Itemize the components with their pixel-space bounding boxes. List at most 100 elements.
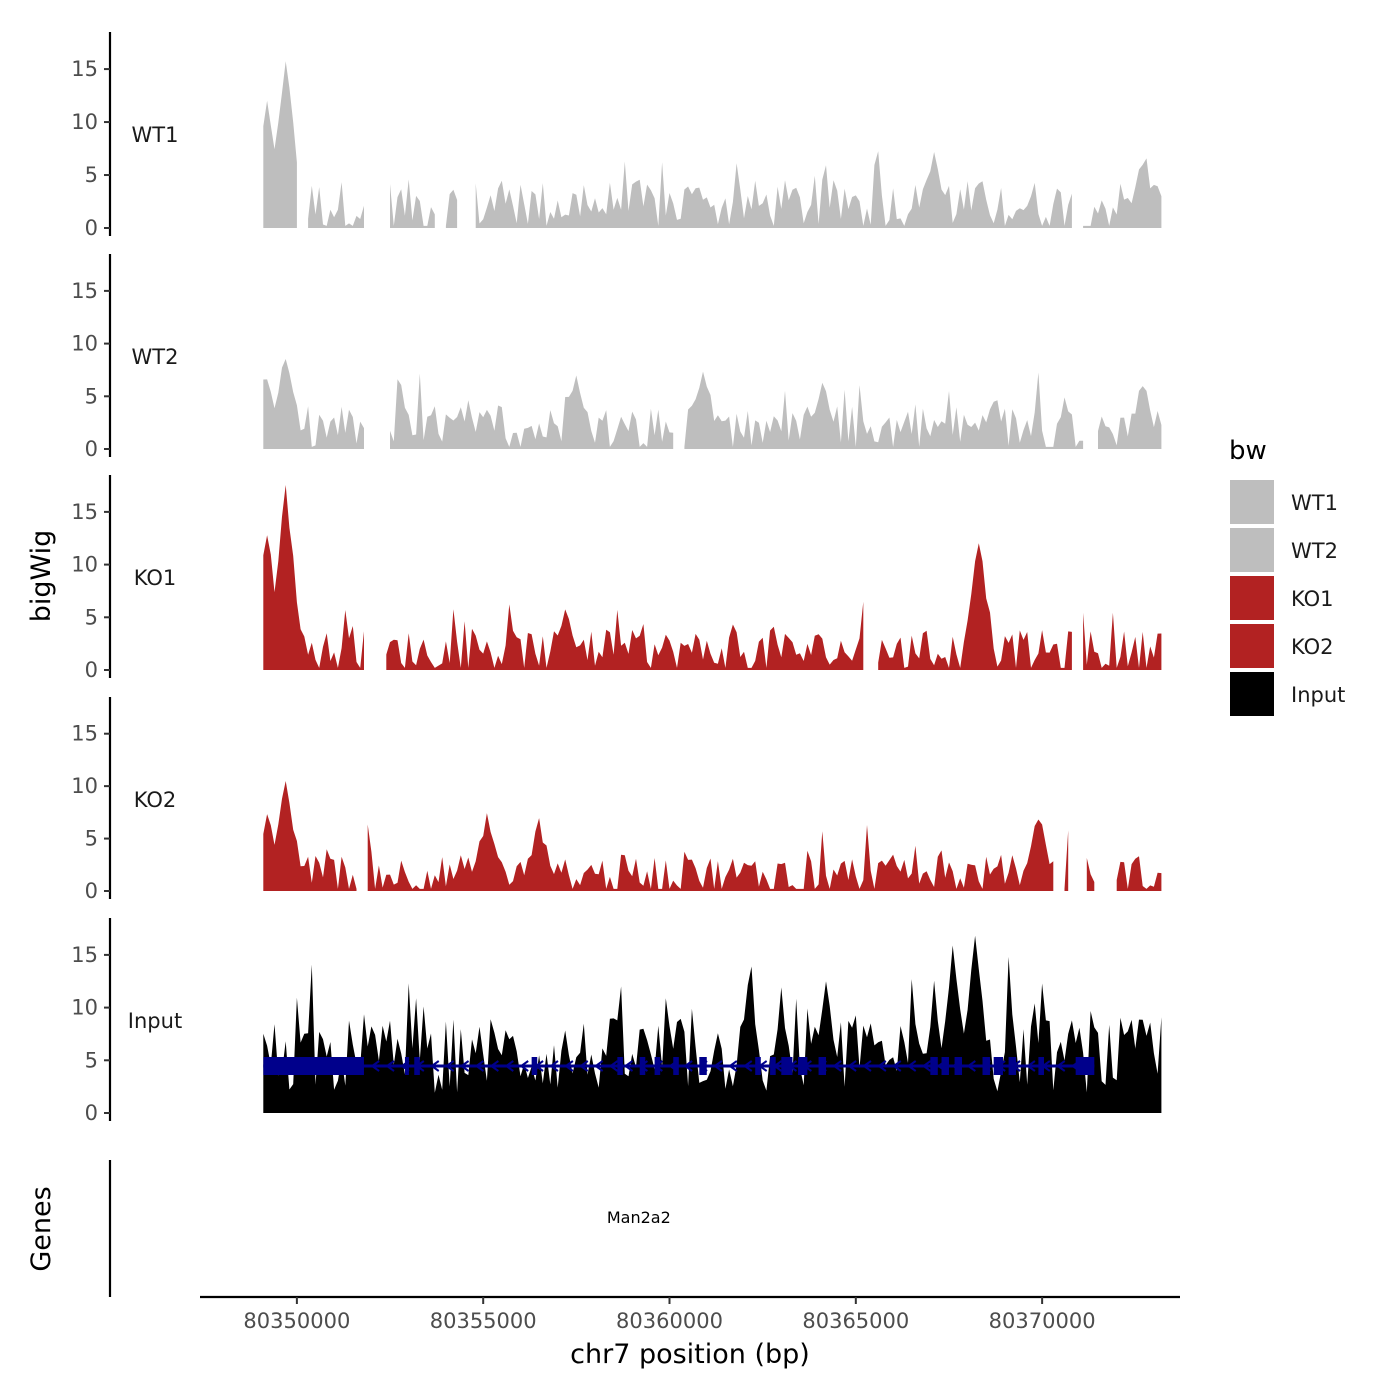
strand-arrow [489, 1060, 499, 1072]
strand-arrow [847, 1060, 857, 1072]
gene-name-label: Man2a2 [607, 1208, 671, 1227]
gene-exon-21 [1038, 1057, 1044, 1075]
gene-exon-1 [263, 1057, 364, 1075]
gene-exon-12 [781, 1057, 793, 1075]
strand-arrow [564, 1060, 574, 1072]
gene-exon-10 [755, 1057, 761, 1075]
y-tick-label-wt2-5: 5 [85, 384, 98, 408]
signal-area-input [263, 935, 1162, 1113]
x-tick-label-0: 80350000 [243, 1309, 350, 1333]
strand-arrow [921, 1060, 932, 1072]
track-wt1: 0 5 10 15 WT1 [71, 32, 1162, 240]
y-tick-label-wt1-5: 5 [85, 163, 98, 187]
x-tick-label-2: 80360000 [616, 1309, 723, 1333]
gene-exon-14 [818, 1057, 827, 1075]
legend-key-wt1 [1230, 480, 1274, 524]
legend-key-ko2 [1230, 624, 1274, 668]
gene-exon-8 [673, 1057, 679, 1075]
y-tick-label-ko2-5: 5 [85, 827, 98, 851]
y-tick-label-wt2-15: 15 [71, 279, 98, 303]
gene-exon-9 [699, 1057, 707, 1075]
legend-key-wt2 [1230, 528, 1274, 572]
y-tick-label-ko1-0: 0 [85, 658, 98, 682]
legend: bw WT1 WT2 KO1 KO2 Input [1229, 436, 1345, 716]
x-tick-label-3: 80365000 [802, 1309, 909, 1333]
track-ko2: 0 5 10 15 KO2 [71, 697, 1162, 903]
y-tick-label-wt1-10: 10 [71, 110, 98, 134]
strand-arrow [1026, 1060, 1036, 1072]
x-axis: 80350000 80355000 80360000 80365000 80370000 [200, 1295, 1180, 1333]
legend-label-ko2: KO2 [1291, 635, 1334, 659]
y-tick-label-input-10: 10 [71, 996, 98, 1020]
strand-arrow [743, 1060, 753, 1072]
strand-arrow [474, 1060, 485, 1072]
y-tick-label-wt1-15: 15 [71, 57, 98, 81]
strand-arrow [370, 1060, 380, 1072]
y-tick-label-input-5: 5 [85, 1048, 98, 1072]
track-ko1: 0 5 10 15 KO1 [71, 475, 1162, 682]
legend-title: bw [1229, 436, 1267, 466]
gene-exon-11 [770, 1057, 776, 1075]
gene-exon-22 [1075, 1057, 1095, 1075]
gene-exon-6 [639, 1057, 646, 1075]
signal-area-ko1 [263, 485, 1162, 670]
gene-exon-20 [1008, 1057, 1017, 1075]
gene-exon-18 [982, 1057, 990, 1075]
genes-panel: Man2a2 [108, 1057, 1095, 1297]
y-tick-label-input-15: 15 [71, 943, 98, 967]
y-axis-title: bigWig [26, 530, 57, 623]
strand-arrow [444, 1060, 455, 1072]
signal-area-wt2 [263, 359, 1162, 449]
gene-exon-19 [993, 1057, 1004, 1075]
gene-exon-4 [531, 1057, 538, 1075]
legend-label-ko1: KO1 [1291, 587, 1334, 611]
y-tick-label-wt1-0: 0 [85, 216, 98, 240]
strand-arrow [892, 1060, 902, 1072]
strand-arrow [459, 1060, 470, 1072]
strand-arrow [713, 1060, 723, 1072]
strand-arrow [862, 1060, 872, 1072]
strand-arrow [608, 1060, 619, 1072]
strand-arrow [683, 1060, 693, 1072]
gene-exon-5 [617, 1057, 623, 1075]
gene-exon-15 [930, 1057, 938, 1075]
gene-exon-3 [414, 1057, 420, 1075]
gene-exon-7 [654, 1057, 661, 1075]
genes-axis-title: Genes [26, 1186, 57, 1271]
strand-arrow [579, 1060, 589, 1072]
track-label-wt1: WT1 [132, 123, 179, 147]
strand-arrow [504, 1060, 514, 1072]
track-label-ko1: KO1 [134, 566, 177, 590]
y-tick-label-wt2-0: 0 [85, 437, 98, 461]
signal-tracks: 0 5 10 15 WT1 0 5 10 15 WT2 0 5 10 15 KO1 0 5 10 15 KO2 0 5 10… [71, 32, 1162, 1125]
strand-arrow [623, 1060, 634, 1072]
gene-exon-17 [954, 1057, 963, 1075]
strand-arrow [877, 1060, 887, 1072]
signal-area-ko2 [263, 781, 1162, 891]
legend-label-input: Input [1291, 683, 1345, 707]
x-tick-label-1: 80355000 [430, 1309, 537, 1333]
y-tick-label-ko2-10: 10 [71, 774, 98, 798]
y-tick-label-ko1-10: 10 [71, 553, 98, 577]
strand-arrow [728, 1060, 738, 1072]
gene-exon-13 [798, 1057, 808, 1075]
y-tick-label-ko1-5: 5 [85, 605, 98, 629]
legend-key-input [1230, 672, 1274, 716]
track-label-input: Input [128, 1009, 182, 1033]
y-tick-label-ko2-0: 0 [85, 879, 98, 903]
y-tick-label-wt2-10: 10 [71, 332, 98, 356]
x-axis-title: chr7 position (bp) [570, 1339, 810, 1370]
track-wt2: 0 5 10 15 WT2 [71, 254, 1162, 461]
strand-arrow [1056, 1060, 1066, 1072]
track-label-wt2: WT2 [132, 345, 179, 369]
track-input: 0 5 10 15 Input [71, 918, 1162, 1125]
strand-arrow [593, 1060, 604, 1072]
legend-label-wt1: WT1 [1291, 491, 1338, 515]
track-label-ko2: KO2 [134, 788, 177, 812]
strand-arrow [519, 1060, 529, 1072]
y-tick-label-ko2-15: 15 [71, 722, 98, 746]
strand-arrow [385, 1060, 395, 1072]
gene-exon-2 [404, 1057, 409, 1075]
x-tick-label-4: 80370000 [989, 1309, 1096, 1333]
legend-key-ko1 [1230, 576, 1274, 620]
